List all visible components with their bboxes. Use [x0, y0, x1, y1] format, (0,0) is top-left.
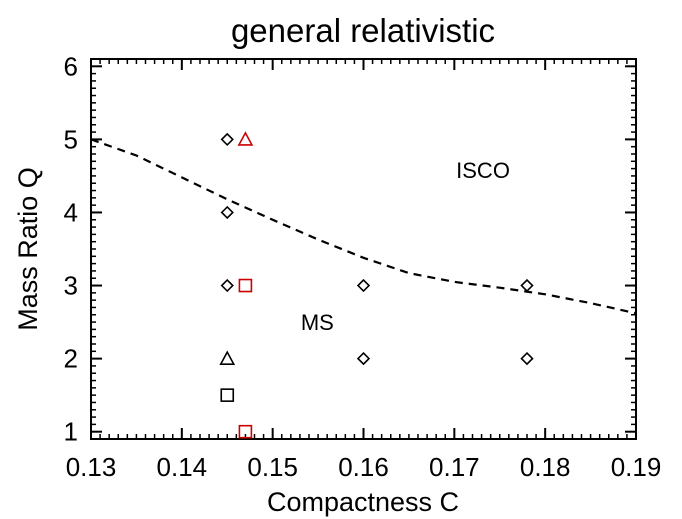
x-axis-label: Compactness C: [267, 487, 459, 517]
scatter-markers: [219, 131, 534, 439]
x-tick-label: 0.17: [429, 452, 480, 482]
x-tick-label: 0.19: [611, 452, 662, 482]
y-tick-label: 1: [64, 417, 78, 447]
triangle-marker: [219, 350, 236, 365]
axis-ticks: [90, 58, 637, 440]
chart-title: general relativistic: [231, 12, 495, 49]
annotation-ms: MS: [301, 310, 334, 335]
y-tick-label: 2: [64, 344, 78, 374]
diamond-marker: [220, 205, 234, 220]
diamond-marker: [520, 351, 534, 366]
x-tick-label: 0.14: [157, 452, 208, 482]
diamond-marker: [356, 351, 371, 366]
isco-curve: [90, 138, 637, 315]
y-tick-label: 4: [64, 197, 78, 227]
y-tick-label: 5: [64, 124, 78, 154]
diamond-marker: [220, 132, 234, 147]
y-axis-label: Mass Ratio Q: [13, 167, 43, 331]
diamond-marker: [220, 278, 234, 293]
diamond-marker: [356, 278, 371, 293]
x-tick-label: 0.18: [520, 452, 571, 482]
y-tick-label: 3: [64, 271, 78, 301]
x-tick-label: 0.15: [247, 452, 298, 482]
chart-annotations: ISCO MS: [301, 158, 510, 335]
x-tick-label: 0.16: [338, 452, 389, 482]
diamond-marker: [520, 278, 534, 293]
annotation-isco: ISCO: [456, 158, 510, 183]
triangle-marker: [237, 131, 254, 146]
axis-tick-labels: 0.13 0.14 0.15 0.16 0.17 0.18 0.19 1 2 3 4 5 6: [64, 51, 662, 482]
square-marker: [220, 388, 235, 402]
y-tick-label: 6: [64, 51, 78, 81]
x-tick-label: 0.13: [66, 452, 117, 482]
square-marker: [238, 424, 253, 439]
isco-dashed-line: [90, 138, 637, 315]
square-marker: [238, 278, 253, 293]
